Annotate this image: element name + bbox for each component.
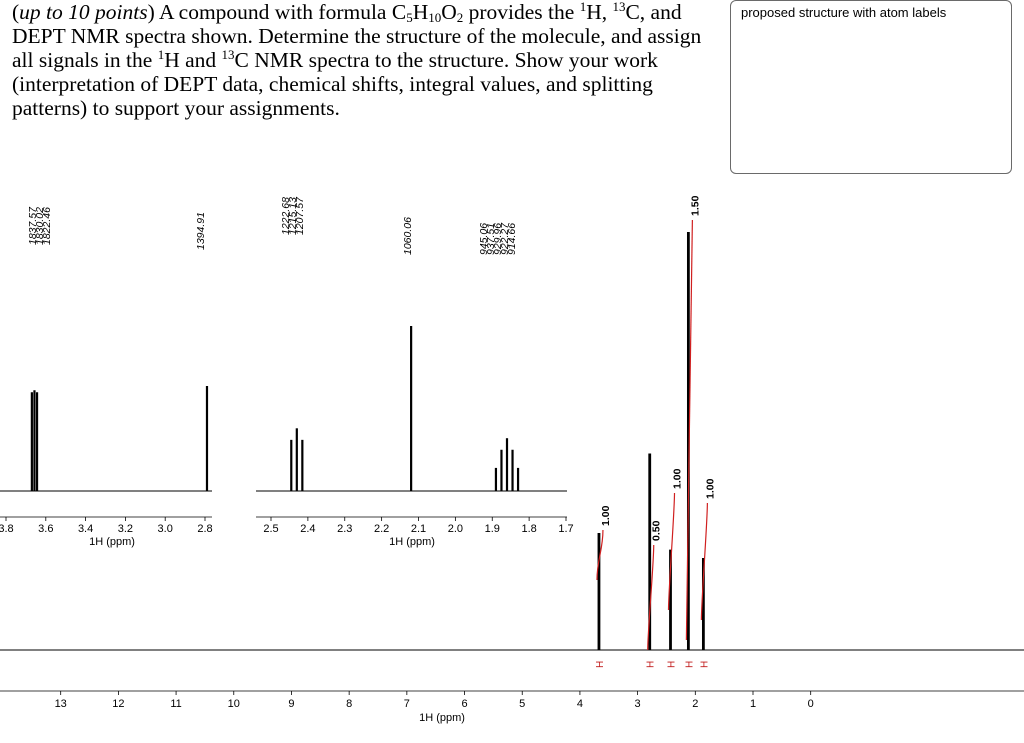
x-tick-label: 2.4 <box>300 523 315 535</box>
x-tick-label: 7 <box>404 698 410 710</box>
integral-curve <box>596 529 604 581</box>
x-tick-label: 11 <box>170 698 181 710</box>
x-tick-label: 12 <box>112 698 124 710</box>
peak-hz-label: 1207.57 <box>294 196 306 235</box>
x-tick-label: 3.0 <box>158 523 173 535</box>
question-text-6: C NMR spectra to the structure. Show you… <box>12 48 658 120</box>
x-axis-label: 1H (ppm) <box>89 536 135 548</box>
x-tick-label: 2.1 <box>411 523 426 535</box>
question-text-1: A compound with formula C <box>154 0 407 24</box>
peak-hz-label: 945.06 <box>478 223 490 255</box>
x-tick-label: 4 <box>577 698 583 710</box>
isotope-13c-sup: 13 <box>612 0 626 14</box>
x-tick-label: 1.8 <box>521 523 536 535</box>
x-tick-label: 2 <box>692 698 698 710</box>
integral-marker: H <box>699 661 710 668</box>
answer-box-label: proposed structure with atom labels <box>741 5 947 20</box>
integral-curve <box>647 544 655 651</box>
peak-hz-label: 929.96 <box>492 223 504 255</box>
x-tick-label: 13 <box>55 698 67 710</box>
formula-c-count: 5 <box>406 10 413 25</box>
x-tick-label: 1.9 <box>485 523 500 535</box>
question-text-2: provides the <box>463 0 580 24</box>
integral-value: 1.00 <box>704 478 716 499</box>
x-axis-label: 1H (ppm) <box>389 536 435 548</box>
x-tick-label: 8 <box>346 698 352 710</box>
peak-hz-label: 914.66 <box>506 223 518 255</box>
x-tick-label: 1 <box>750 698 756 710</box>
x-tick-label: 2.2 <box>374 523 389 535</box>
integral-value: 1.00 <box>600 505 612 526</box>
question-points: up to 10 points <box>19 0 148 24</box>
x-tick-label: 1.7 <box>558 523 573 535</box>
integral-marker: H <box>646 661 657 668</box>
formula-o-count: 2 <box>456 10 464 25</box>
isotope-1h-sup-2: 1 <box>157 47 165 62</box>
x-tick-label: 3.8 <box>0 523 14 535</box>
integral-curve <box>700 502 708 621</box>
integral-marker: H <box>684 661 695 668</box>
question-text-3: H, <box>586 0 613 24</box>
integral-value: 0.50 <box>651 520 663 541</box>
x-tick-label: 5 <box>519 698 525 710</box>
x-tick-label: 9 <box>288 698 294 710</box>
x-tick-label: 3 <box>635 698 641 710</box>
peak-hz-label: 1394.91 <box>195 212 207 250</box>
peak-hz-label: 1837.57 <box>27 206 39 245</box>
isotope-1h-sup: 1 <box>579 0 587 14</box>
peak-hz-label: 1830.02 <box>34 207 46 245</box>
question-text-5: H and <box>164 48 222 72</box>
x-tick-label: 3.2 <box>118 523 133 535</box>
question-text-4: C, and DEPT NMR spectra shown. Determine… <box>12 0 702 72</box>
formula-o: O <box>441 0 457 24</box>
peak-hz-label: 1222.68 <box>280 197 292 235</box>
peak-hz-label: 922.27 <box>499 222 511 255</box>
x-axis-label: 1H (ppm) <box>419 712 465 724</box>
x-tick-label: 2.5 <box>263 523 278 535</box>
x-tick-label: 2.8 <box>197 523 212 535</box>
integral-value: 1.50 <box>689 195 701 216</box>
peak-hz-label: 1060.06 <box>402 217 414 255</box>
x-tick-label: 2.0 <box>448 523 463 535</box>
integral-value: 1.00 <box>672 468 684 489</box>
peak-hz-label: 1822.46 <box>41 207 53 245</box>
formula-h: H <box>412 0 429 24</box>
answer-box[interactable]: proposed structure with atom labels <box>730 0 1012 174</box>
x-tick-label: 6 <box>461 698 467 710</box>
x-tick-label: 3.6 <box>38 523 53 535</box>
integral-curve <box>667 492 676 611</box>
formula-h-count: 10 <box>428 10 442 25</box>
x-tick-label: 2.3 <box>337 523 352 535</box>
question-text: (up to 10 points) A compound with formul… <box>12 0 702 120</box>
integral-curve <box>685 219 693 641</box>
x-tick-label: 3.4 <box>78 523 93 535</box>
peak-hz-label: 937.51 <box>485 223 497 255</box>
peak-hz-label: 1215.13 <box>287 197 299 235</box>
x-tick-label: 0 <box>808 698 814 710</box>
isotope-13c-sup-2: 13 <box>221 47 235 62</box>
integral-marker: H <box>595 661 606 668</box>
x-tick-label: 10 <box>228 698 240 710</box>
integral-marker: H <box>667 661 678 668</box>
